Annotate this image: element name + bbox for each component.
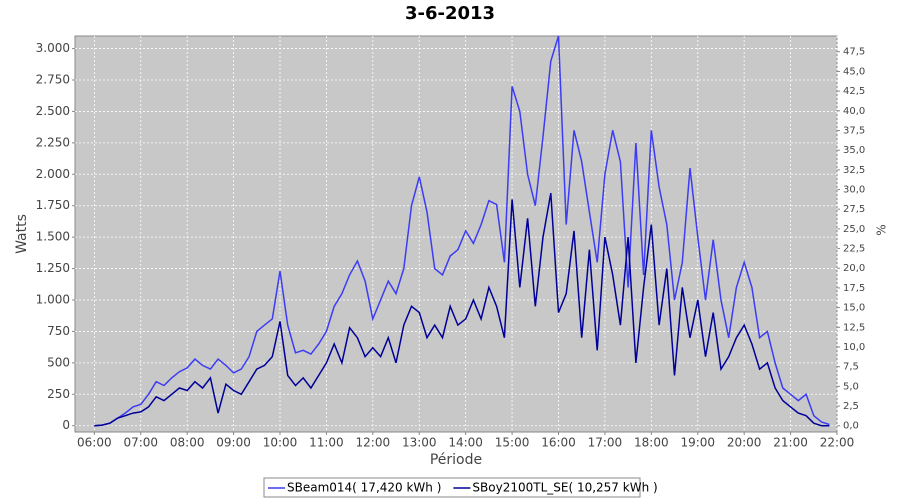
- y-axis-label: Watts: [14, 214, 30, 254]
- y-tick-label: 1.250: [36, 261, 70, 275]
- y2-axis-label: %: [875, 224, 889, 235]
- y2-tick-label: 35,0: [843, 145, 865, 156]
- y-tick-label: 2.750: [36, 73, 70, 87]
- y-tick-label: 3.000: [36, 41, 70, 55]
- y-tick-label: 2.000: [36, 167, 70, 181]
- y-tick-label: 250: [47, 387, 70, 401]
- x-tick-label: 22:00: [820, 436, 855, 450]
- y2-tick-label: 25,0: [843, 224, 865, 235]
- y2-tick-label: 7,5: [843, 362, 859, 373]
- x-tick-label: 15:00: [495, 436, 530, 450]
- legend: [263, 477, 641, 498]
- y-tick-label: 0: [62, 418, 70, 432]
- y2-tick-label: 47,5: [843, 47, 865, 58]
- legend-label: SBoy2100TL_SE( 10,257 kWh ): [472, 481, 657, 495]
- plot-area: [74, 35, 838, 433]
- series-line: [94, 35, 830, 427]
- legend-label: SBeam014( 17,420 kWh ): [287, 481, 441, 495]
- x-tick-label: 19:00: [680, 436, 715, 450]
- y-tick-label: 500: [47, 355, 70, 369]
- chart-title: 3-6-2013: [405, 3, 495, 24]
- y2-tick-label: 2,5: [843, 401, 859, 412]
- y2-tick-label: 37,5: [843, 125, 865, 136]
- y2-tick-label: 17,5: [843, 283, 865, 294]
- y2-tick-label: 12,5: [843, 322, 865, 333]
- y-tick-label: 750: [47, 324, 70, 338]
- x-tick-label: 09:00: [216, 436, 251, 450]
- y2-tick-label: 5,0: [843, 381, 859, 392]
- x-tick-label: 21:00: [773, 436, 808, 450]
- x-tick-label: 13:00: [402, 436, 437, 450]
- y2-tick-label: 10,0: [843, 342, 865, 353]
- y2-tick-label: 0,0: [843, 421, 859, 432]
- y2-tick-label: 45,0: [843, 66, 865, 77]
- y-tick-label: 2.500: [36, 104, 70, 118]
- y2-tick-label: 42,5: [843, 86, 865, 97]
- y-tick-label: 1.000: [36, 293, 70, 307]
- x-tick-label: 11:00: [309, 436, 344, 450]
- x-tick-label: 14:00: [448, 436, 483, 450]
- y2-tick-label: 40,0: [843, 106, 865, 117]
- x-tick-label: 06:00: [77, 436, 112, 450]
- x-tick-label: 16:00: [541, 436, 576, 450]
- y-tick-label: 1.500: [36, 230, 70, 244]
- x-tick-label: 08:00: [170, 436, 205, 450]
- y2-tick-label: 30,0: [843, 185, 865, 196]
- x-axis-label: Période: [430, 452, 482, 468]
- y2-tick-label: 32,5: [843, 165, 865, 176]
- x-tick-label: 17:00: [588, 436, 623, 450]
- x-tick-label: 18:00: [634, 436, 669, 450]
- x-tick-label: 10:00: [263, 436, 298, 450]
- series-line: [94, 192, 830, 427]
- x-tick-label: 07:00: [123, 436, 158, 450]
- y2-tick-label: 15,0: [843, 303, 865, 314]
- y-tick-label: 2.250: [36, 135, 70, 149]
- y2-tick-label: 22,5: [843, 244, 865, 255]
- y2-tick-label: 27,5: [843, 204, 865, 215]
- x-tick-label: 12:00: [356, 436, 391, 450]
- y2-tick-label: 20,0: [843, 263, 865, 274]
- y-tick-label: 1.750: [36, 198, 70, 212]
- x-tick-label: 20:00: [727, 436, 762, 450]
